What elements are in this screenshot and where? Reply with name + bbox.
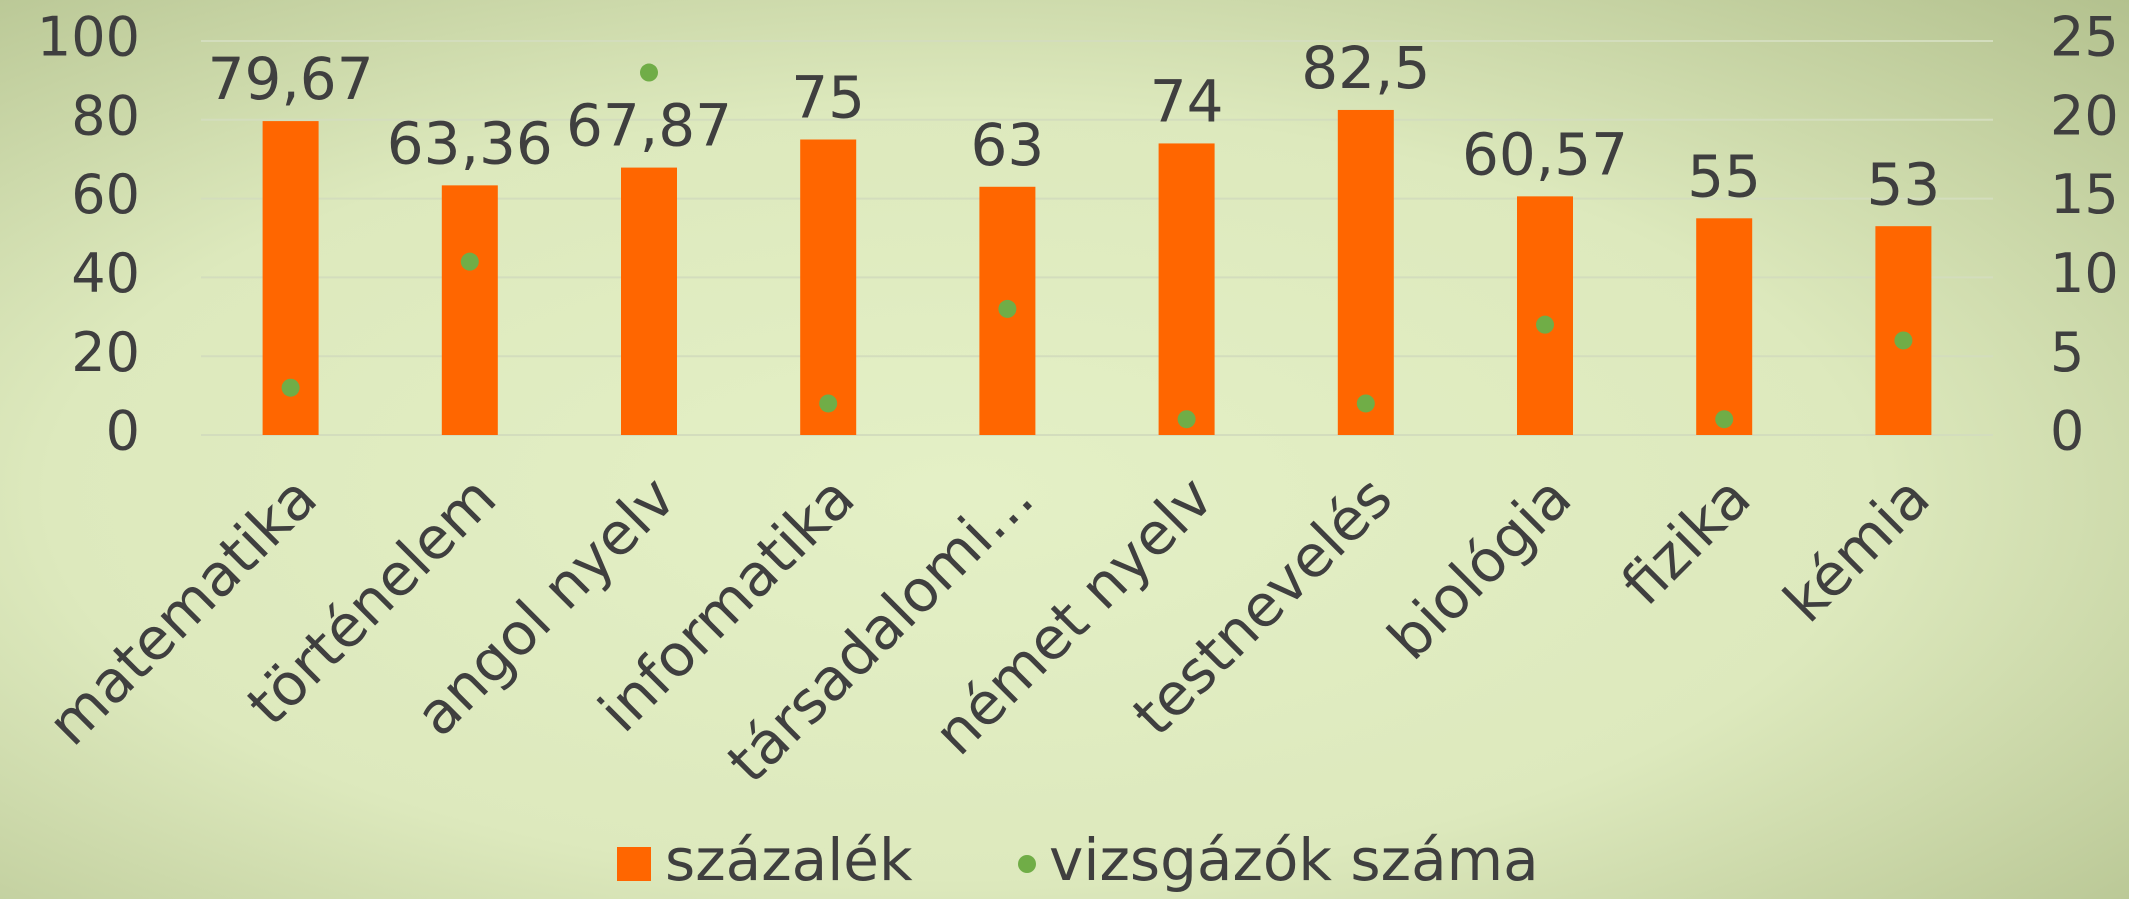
data-label: 79,67 (208, 45, 374, 113)
y2-tick-label: 15 (2050, 163, 2119, 226)
data-label: 60,57 (1462, 120, 1628, 188)
bar (800, 139, 857, 435)
bar (1158, 143, 1215, 435)
point (1356, 394, 1375, 413)
y2-tick-label: 25 (2050, 6, 2119, 69)
point (998, 299, 1017, 318)
x-tick-label: biológia (1375, 463, 1585, 673)
point (819, 394, 838, 413)
point (460, 252, 479, 271)
y2-tick-label: 10 (2050, 242, 2119, 305)
y2-tick-label: 0 (2050, 400, 2084, 463)
point (1894, 331, 1913, 350)
data-label: 67,87 (566, 92, 732, 160)
y-tick-label: 0 (106, 400, 140, 463)
data-label: 74 (1150, 68, 1224, 136)
y2-tick-label: 5 (2050, 321, 2084, 384)
x-tick-label: fizika (1608, 463, 1763, 618)
data-label: 75 (791, 64, 865, 132)
data-label: 82,5 (1301, 34, 1430, 102)
legend-label: százalék (665, 826, 913, 894)
point (281, 378, 300, 397)
data-label: 53 (1866, 150, 1940, 218)
bar (441, 185, 498, 435)
x-tick-label: kémia (1771, 463, 1943, 635)
y-tick-label: 40 (71, 242, 140, 305)
bar (621, 167, 677, 435)
bar (1875, 226, 1932, 435)
legend-label: vizsgázók száma (1049, 826, 1539, 894)
y-tick-label: 100 (37, 6, 140, 69)
data-label: 63 (970, 111, 1044, 179)
bar (1337, 109, 1394, 435)
legend-swatch (1018, 855, 1036, 873)
y-tick-label: 20 (71, 321, 140, 384)
y-tick-label: 80 (71, 84, 140, 147)
legend-swatch (617, 847, 651, 881)
point (1177, 410, 1196, 429)
bar (1517, 196, 1573, 435)
data-label: 55 (1687, 142, 1761, 210)
x-tick-label: társadalomi… (714, 463, 1047, 796)
point (640, 63, 658, 82)
data-label: 63,36 (387, 109, 553, 177)
point (1715, 410, 1734, 429)
y-tick-label: 60 (71, 163, 140, 226)
y2-tick-label: 20 (2050, 84, 2119, 147)
point (1536, 315, 1554, 334)
bar (1696, 218, 1753, 435)
